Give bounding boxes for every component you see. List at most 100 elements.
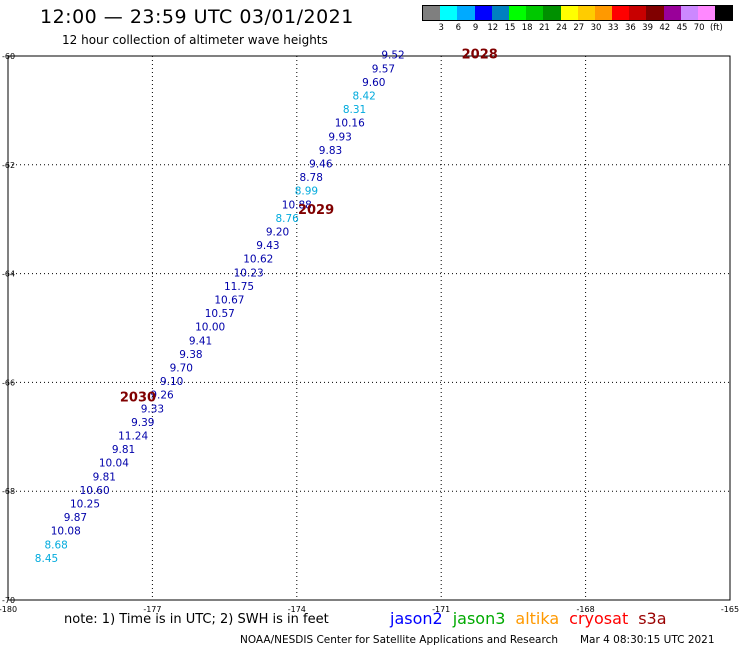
wave-height-label: 9.87 [64,512,87,524]
color-scale-label: 3 [438,23,444,33]
longitude-tick-label: -165 [721,605,739,614]
wave-height-label: 9.52 [381,50,404,62]
wave-height-label: 11.24 [118,431,148,443]
color-scale-label: 15 [504,23,516,33]
wave-height-label: 8.31 [343,104,366,116]
color-swatch [423,6,441,20]
color-swatch [629,6,647,20]
wave-height-label: 9.83 [319,145,342,157]
color-swatch [612,6,630,20]
color-scale-label: 33 [607,23,619,33]
latitude-tick-label: -66 [2,378,15,387]
wave-height-label: 9.81 [112,444,135,456]
wave-height-label: 9.57 [372,63,395,75]
color-scale-label: 21 [538,23,550,33]
map-title: 12:00 — 23:59 UTC 03/01/2021 [40,6,354,28]
color-scale-label: 42 [659,23,671,33]
color-swatch [526,6,544,20]
wave-height-label: 9.46 [309,159,333,171]
latitude-tick-label: -64 [2,270,15,279]
color-scale-label: 30 [590,23,602,33]
wave-height-label: 10.00 [195,322,225,334]
wave-height-label: 10.08 [51,526,81,538]
wave-height-label: 9.38 [179,349,202,361]
wave-height-label: 9.60 [362,77,385,89]
color-scale-bar [422,5,734,21]
wave-height-label: 9.81 [93,471,116,483]
orbit-revolution-label: 2029 [298,203,334,218]
color-scale-label: 39 [642,23,654,33]
footnote: note: 1) Time is in UTC; 2) SWH is in fe… [64,612,329,627]
color-swatch [508,6,527,20]
longitude-tick-label: -171 [432,605,450,614]
color-swatch [543,6,561,20]
wave-height-label: 10.62 [243,254,273,266]
satellite-legend-item: cryosat [569,609,629,628]
satellite-legend-item: jason3 [452,609,506,628]
color-scale-label: 36 [624,23,636,33]
wave-height-label: 10.88 [282,199,312,211]
wave-height-label: 8.45 [35,553,58,565]
color-swatch [474,6,492,20]
wave-height-label: 10.16 [335,118,365,130]
color-swatch [715,6,733,20]
wave-height-label: 8.68 [44,539,67,551]
wave-height-label: 8.99 [295,186,318,198]
longitude-tick-label: -174 [288,605,306,614]
latitude-tick-label: -70 [2,596,15,605]
wave-height-label: 9.39 [131,417,154,429]
color-swatch [457,6,475,20]
color-scale-label: 27 [573,23,585,33]
wave-height-label: 10.60 [80,485,110,497]
wave-height-label: 9.41 [189,335,212,347]
color-scale-label: 24 [556,23,568,33]
map-subtitle: 12 hour collection of altimeter wave hei… [62,33,328,47]
generated-timestamp: Mar 4 08:30:15 UTC 2021 [580,634,715,646]
orbit-revolution-label: 2028 [462,48,498,63]
latitude-tick-label: -68 [2,487,15,496]
satellite-legend: jason2 jason3 altika cryosat s3a [390,609,677,628]
color-swatch [560,6,578,20]
credit-line: NOAA/NESDIS Center for Satellite Applica… [240,634,558,646]
wave-height-label: 10.67 [214,295,244,307]
wave-height-label: 9.33 [141,403,164,415]
wave-height-label: 9.20 [266,227,289,239]
color-scale-label: (ft) [709,23,723,33]
latitude-tick-label: -62 [2,161,15,170]
color-swatch [680,6,698,20]
wave-height-label: 9.10 [160,376,183,388]
color-swatch [646,6,664,20]
satellite-legend-item: s3a [638,609,667,628]
wave-height-label: 10.57 [205,308,235,320]
color-scale-label: 12 [487,23,499,33]
color-scale-label: 70 [693,23,705,33]
color-scale-label: 6 [455,23,462,33]
wave-height-label: 9.43 [256,240,279,252]
satellite-legend-item: altika [515,609,560,628]
wave-height-label: 10.23 [234,267,264,279]
wave-height-label: 11.75 [224,281,254,293]
color-swatch [491,6,509,20]
longitude-tick-label: -168 [577,605,595,614]
latitude-tick-label: -60 [2,52,15,61]
color-swatch [663,6,681,20]
longitude-tick-label: -177 [143,605,161,614]
wave-height-label: 9.26 [150,390,174,402]
color-scale-labels: 3 6 9 12 15 18 21 24 27 30 33 36 39 42 45 70 (ft) [422,23,733,37]
color-swatch [594,6,613,20]
satellite-legend-item: jason2 [390,609,443,628]
wave-height-label: 8.78 [300,172,323,184]
wave-height-label: 9.70 [170,363,193,375]
color-swatch [577,6,595,20]
wave-height-label: 10.25 [70,499,100,511]
color-scale-label: 9 [472,23,479,33]
color-swatch [698,6,716,20]
orbit-revolution-label: 2030 [120,390,156,405]
color-scale-label: 45 [676,23,688,33]
wave-height-label: 8.42 [352,91,375,103]
wave-height-label: 10.04 [99,458,129,470]
color-scale-legend: 3 6 9 12 15 18 21 24 27 30 33 36 39 42 45 70 (ft) [422,5,734,37]
color-swatch [440,6,458,20]
wave-height-label: 9.93 [328,131,351,143]
